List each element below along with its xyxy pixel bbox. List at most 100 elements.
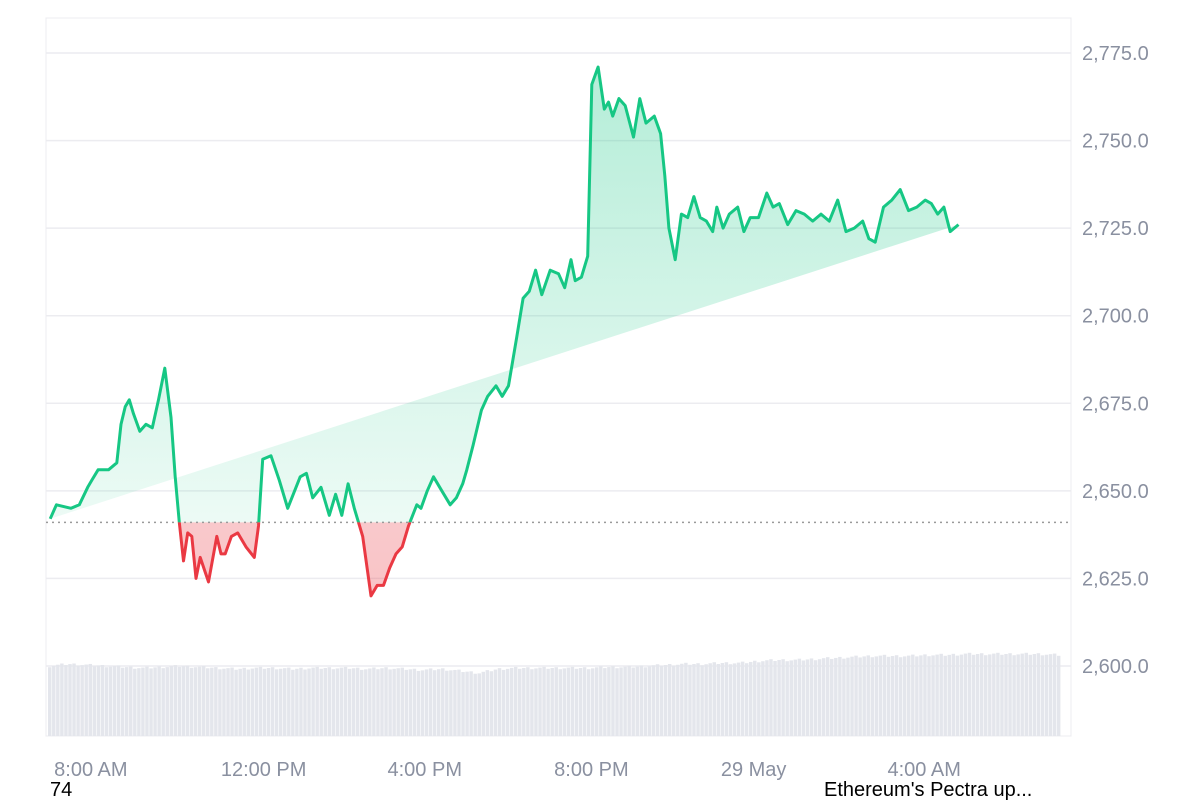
volume-bar <box>955 655 960 736</box>
volume-bar <box>753 660 757 736</box>
volume-bar <box>866 655 870 736</box>
volume-bar <box>732 663 737 736</box>
volume-bar <box>894 655 899 736</box>
volume-bar <box>408 669 413 736</box>
volume-bar <box>720 663 725 736</box>
volume-bar <box>457 669 461 736</box>
volume-bar <box>347 668 352 736</box>
volume-bar <box>278 668 283 736</box>
volume-bar <box>947 654 951 736</box>
volume-bar <box>635 666 639 736</box>
volume-bar <box>915 656 919 736</box>
volume-bar <box>684 662 688 736</box>
volume-bar <box>931 655 935 736</box>
volume-bar <box>384 667 388 736</box>
volume-bar <box>757 662 761 736</box>
volume-bar <box>1016 654 1020 736</box>
news-headline-link[interactable]: Ethereum's Pectra up... <box>824 779 1033 801</box>
volume-bar <box>672 665 676 736</box>
volume-bar <box>1020 653 1024 736</box>
volume-bar <box>185 665 190 736</box>
volume-bar <box>311 667 315 736</box>
volume-bar <box>246 669 250 736</box>
volume-bar <box>566 667 571 736</box>
volume-bar <box>436 669 441 736</box>
volume-bar <box>939 653 943 736</box>
volume-bar <box>1040 655 1045 736</box>
volume-bar <box>283 668 287 736</box>
volume-bar <box>307 668 311 736</box>
volume-bar <box>416 670 421 736</box>
volume-bar <box>291 669 295 736</box>
volume-bar <box>570 666 575 736</box>
volume-bar <box>400 667 404 736</box>
volume-bar <box>64 665 68 736</box>
volume-bar <box>177 666 182 736</box>
volume-bar <box>72 663 76 736</box>
volume-bar <box>522 668 526 736</box>
volume-bar <box>303 669 307 736</box>
volume-bar <box>84 664 88 736</box>
x-tick-label: 29 May <box>721 759 787 781</box>
volume-bar <box>116 665 121 736</box>
volume-bar <box>554 667 558 736</box>
volume-bar <box>886 656 891 736</box>
volume-bar <box>927 656 931 736</box>
volume-bar <box>599 666 603 736</box>
volume-bar <box>534 668 538 736</box>
area-below-baseline <box>179 522 410 596</box>
volume-bar <box>769 659 773 736</box>
volume-bar <box>1052 653 1057 736</box>
volume-bar <box>133 668 137 736</box>
volume-bar <box>850 656 854 736</box>
volume-bar <box>708 663 712 736</box>
volume-bar <box>530 669 534 736</box>
volume-bar <box>627 665 631 736</box>
volume-bar <box>1004 654 1008 736</box>
volume-bar <box>509 667 514 736</box>
volume-bar <box>197 666 202 736</box>
volume-bar <box>688 664 692 736</box>
volume-bar <box>935 654 939 736</box>
volume-bar <box>1012 655 1016 736</box>
volume-bar <box>396 668 400 736</box>
volume-bar <box>805 659 810 736</box>
volume-bar <box>546 668 550 736</box>
y-tick-label: 2,775.0 <box>1082 43 1149 65</box>
volume-bar <box>700 665 704 736</box>
volume-bar <box>392 668 396 736</box>
volume-bar <box>270 667 275 736</box>
volume-bar <box>647 666 652 736</box>
volume-bar <box>728 664 733 736</box>
area-above-baseline <box>50 67 959 523</box>
volume-bar <box>242 667 246 736</box>
y-tick-label: 2,675.0 <box>1082 393 1149 415</box>
volume-bar <box>420 670 425 736</box>
volume-bar <box>631 667 635 736</box>
y-tick-label: 2,750.0 <box>1082 131 1149 153</box>
volume-bar <box>801 660 806 736</box>
volume-bar <box>979 653 984 736</box>
volume-bar <box>611 666 615 736</box>
volume-bars <box>48 652 1061 736</box>
price-area <box>50 67 959 596</box>
volume-bar <box>919 655 923 736</box>
volume-bar <box>692 664 696 736</box>
x-axis-ticks: 8:00 AM 12:00 PM 4:00 PM 8:00 PM 29 May 4:00 … <box>54 759 961 781</box>
volume-bar <box>817 659 822 736</box>
volume-bar <box>761 661 765 736</box>
volume-bar <box>287 667 291 736</box>
volume-bar <box>712 662 716 736</box>
volume-bar <box>773 660 777 736</box>
volume-bar <box>189 667 194 736</box>
volume-bar <box>603 668 607 736</box>
volume-bar <box>266 668 271 736</box>
volume-bar <box>250 668 255 736</box>
volume-bar <box>984 655 988 736</box>
volume-bar <box>542 666 546 736</box>
volume-bar <box>781 659 785 736</box>
volume-bar <box>206 668 210 736</box>
volume-bar <box>299 667 303 736</box>
volume-bar <box>582 667 587 736</box>
